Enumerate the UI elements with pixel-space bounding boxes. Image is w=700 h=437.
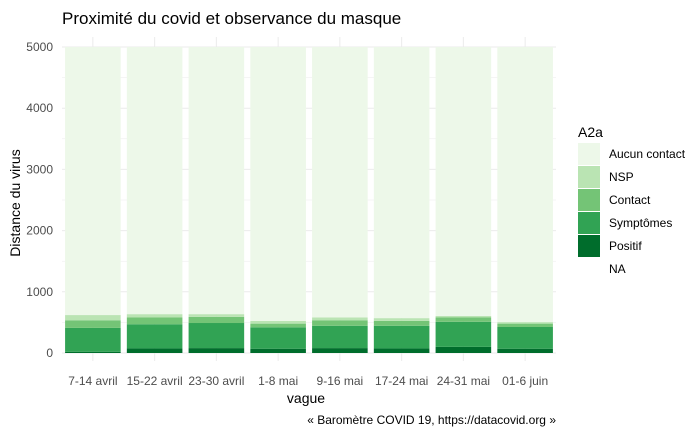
bar-segment bbox=[497, 348, 553, 353]
chart-caption: « Baromètre COVID 19, https://datacovid.… bbox=[307, 413, 556, 427]
bar-segment bbox=[188, 316, 245, 324]
y-tick-label: 0 bbox=[46, 346, 53, 360]
bar-segment bbox=[435, 315, 492, 318]
bar-segment bbox=[435, 317, 492, 322]
legend-key bbox=[578, 258, 600, 280]
bar-segment bbox=[65, 47, 121, 316]
bar-segment bbox=[373, 320, 430, 326]
x-tick-label: 24-31 mai bbox=[437, 374, 490, 388]
bar-segment bbox=[497, 47, 553, 323]
y-tick-label: 2000 bbox=[26, 224, 53, 238]
bar-segment bbox=[65, 315, 121, 321]
y-axis-label: Distance du virus bbox=[7, 149, 23, 256]
bar-segment bbox=[250, 327, 306, 349]
bar-segment bbox=[250, 47, 306, 321]
bar-segment bbox=[497, 323, 553, 327]
bar-segment bbox=[126, 314, 183, 318]
y-tick-label: 1000 bbox=[26, 285, 53, 299]
bar-segment bbox=[497, 322, 553, 324]
bar-segment bbox=[188, 348, 245, 353]
x-tick-label: 7-14 avril bbox=[68, 374, 117, 388]
bar-segment bbox=[373, 325, 430, 349]
bar-segment bbox=[126, 317, 183, 325]
legend-key bbox=[578, 189, 600, 211]
bar-segment bbox=[250, 323, 306, 328]
bar-segment bbox=[373, 318, 430, 321]
x-tick-label: 9-16 mai bbox=[317, 374, 364, 388]
legend: A2a Aucun contact NSP Contact Symptômes Posi… bbox=[578, 124, 686, 280]
x-tick-label: 23-30 avril bbox=[188, 374, 244, 388]
legend-key bbox=[578, 212, 600, 234]
bar-segment bbox=[312, 320, 368, 326]
legend-label: Contact bbox=[609, 193, 651, 207]
legend-title: A2a bbox=[578, 124, 603, 140]
bar-segment bbox=[435, 321, 492, 347]
bar-segment bbox=[250, 320, 306, 324]
legend-label: NA bbox=[609, 262, 626, 276]
bars bbox=[65, 47, 553, 353]
bar-segment bbox=[312, 348, 368, 353]
x-tick-label: 17-24 mai bbox=[375, 374, 428, 388]
x-tick-label: 15-22 avril bbox=[127, 374, 183, 388]
legend-label: Symptômes bbox=[609, 216, 672, 230]
y-tick-label: 4000 bbox=[26, 101, 53, 115]
bar-segment bbox=[188, 323, 245, 349]
legend-key bbox=[578, 235, 600, 257]
bar-segment bbox=[65, 327, 121, 352]
legend-label: NSP bbox=[609, 170, 634, 184]
bar-segment bbox=[435, 47, 492, 316]
chart-title: Proximité du covid et observance du masq… bbox=[62, 9, 401, 28]
bar-segment bbox=[435, 346, 492, 353]
y-tick-labels: 0 1000 2000 3000 4000 5000 bbox=[26, 40, 53, 360]
legend-label: Positif bbox=[609, 239, 642, 253]
bar-segment bbox=[373, 348, 430, 353]
legend-key bbox=[578, 166, 600, 188]
bar-segment bbox=[312, 325, 368, 349]
bar-segment bbox=[65, 320, 121, 328]
x-tick-label: 1-8 mai bbox=[258, 374, 298, 388]
bar-segment bbox=[250, 348, 306, 353]
bar-segment bbox=[312, 317, 368, 321]
bar-segment bbox=[312, 47, 368, 318]
bar-segment bbox=[373, 47, 430, 319]
legend-key bbox=[578, 143, 600, 165]
bar-segment bbox=[126, 348, 183, 353]
bar-segment bbox=[188, 314, 245, 317]
y-tick-label: 5000 bbox=[26, 40, 53, 54]
x-axis-label: vague bbox=[287, 390, 325, 406]
x-tick-labels: 7-14 avril 15-22 avril 23-30 avril 1-8 mai 9… bbox=[68, 374, 548, 388]
y-tick-label: 3000 bbox=[26, 162, 53, 176]
bar-segment bbox=[126, 324, 183, 349]
bar-segment bbox=[497, 326, 553, 349]
legend-label: Aucun contact bbox=[609, 147, 686, 161]
bar-segment bbox=[188, 47, 245, 315]
x-tick-label: 01-6 juin bbox=[502, 374, 548, 388]
bar-segment bbox=[126, 47, 183, 315]
bar-segment bbox=[65, 351, 121, 353]
